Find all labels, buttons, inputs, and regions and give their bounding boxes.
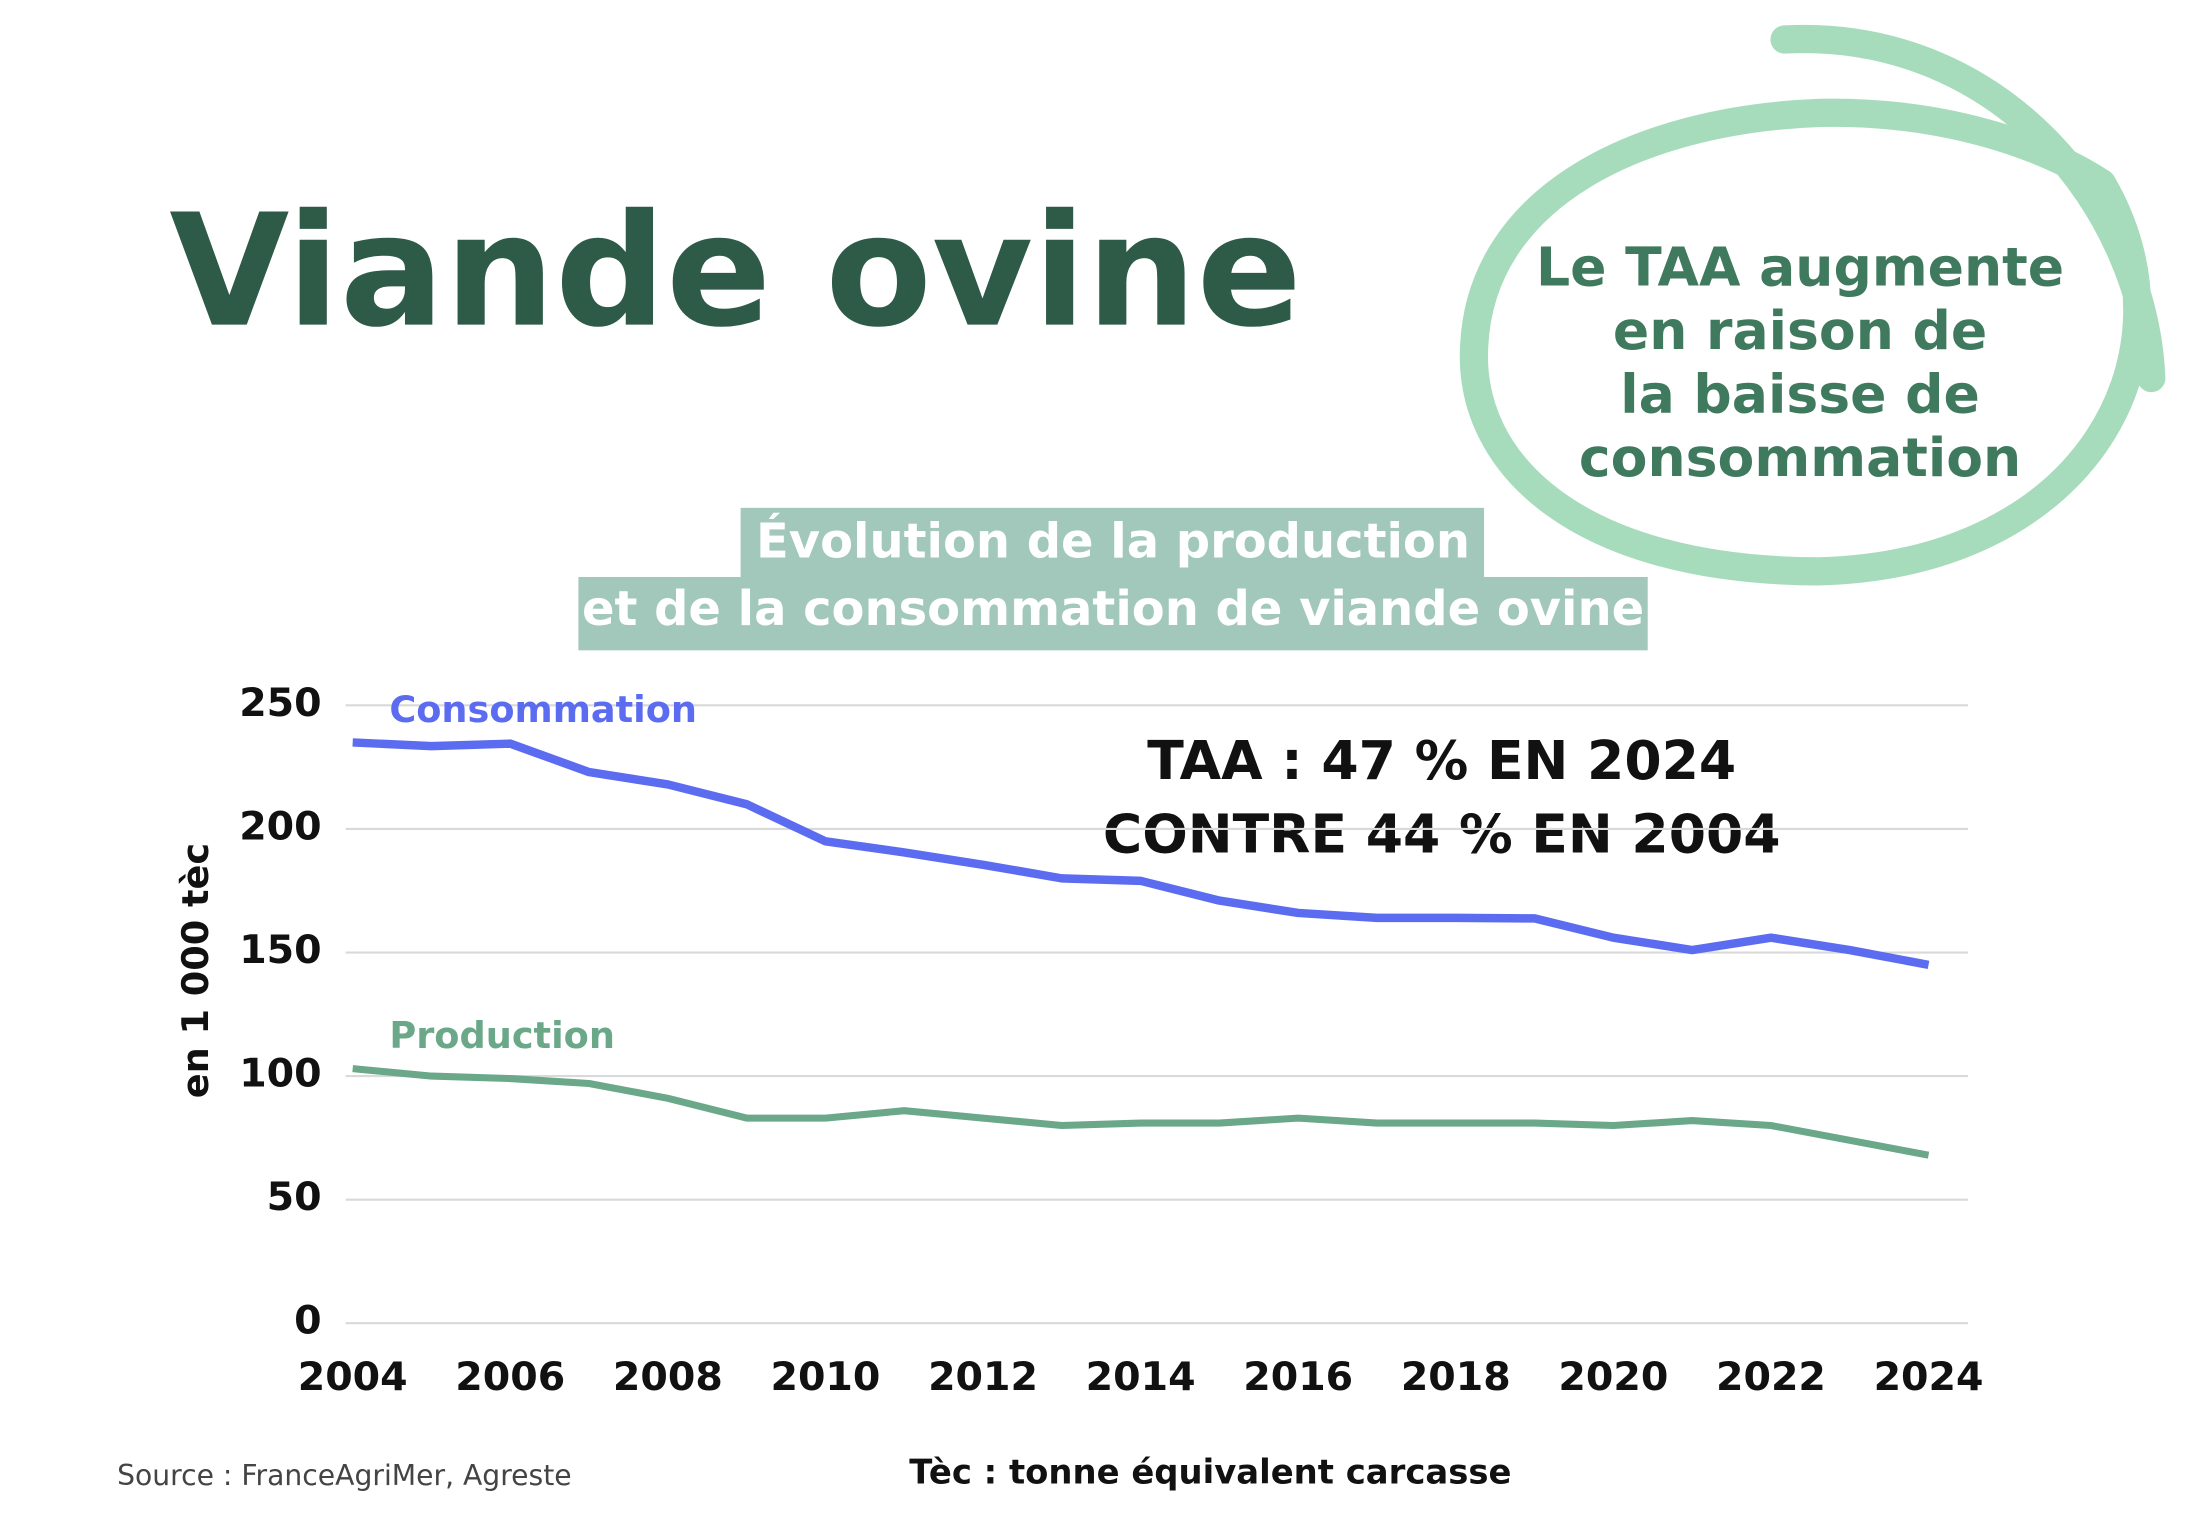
x-tick-label: 2010 — [770, 1354, 880, 1400]
x-tick-label: 2024 — [1874, 1354, 1984, 1400]
callout-text: consommation — [1579, 426, 2021, 489]
source: Source : FranceAgriMer, Agreste — [117, 1459, 572, 1492]
y-tick-label: 150 — [239, 927, 321, 973]
callout-text: la baisse de — [1620, 362, 1980, 425]
x-tick-label: 2022 — [1716, 1354, 1826, 1400]
x-tick-label: 2004 — [298, 1354, 408, 1400]
series-label: Production — [389, 1014, 615, 1057]
chart-title: Évolution de la production — [756, 513, 1470, 570]
x-tick-label: 2006 — [455, 1354, 565, 1400]
annotation: TAA : 47 % EN 2024 — [1147, 729, 1736, 792]
callout-circle — [1459, 24, 2166, 586]
footnote: Tèc : tonne équivalent carcasse — [909, 1453, 1511, 1492]
y-tick-label: 250 — [239, 680, 321, 726]
chart-title: et de la consommation de viande ovine — [582, 581, 1644, 637]
callout-text: en raison de — [1613, 299, 1987, 362]
y-tick-label: 100 — [239, 1051, 321, 1097]
x-tick-label: 2020 — [1558, 1354, 1668, 1400]
callout-text: Le TAA augmente — [1536, 235, 2064, 298]
y-axis-label: en 1 000 tèc — [174, 843, 217, 1098]
y-tick-label: 200 — [239, 803, 321, 849]
x-tick-label: 2018 — [1401, 1354, 1511, 1400]
y-tick-label: 50 — [267, 1174, 322, 1220]
heading: Viande ovine — [169, 181, 1302, 362]
series-line — [352, 1065, 1930, 1159]
x-tick-label: 2016 — [1243, 1354, 1353, 1400]
x-tick-label: 2012 — [928, 1354, 1038, 1400]
series-label: Consommation — [389, 688, 697, 731]
annotation: CONTRE 44 % EN 2004 — [1103, 803, 1781, 866]
y-tick-label: 0 — [294, 1298, 321, 1344]
series-line — [352, 738, 1930, 970]
x-tick-label: 2014 — [1086, 1354, 1196, 1400]
title-bg — [740, 507, 1485, 579]
title-bg — [578, 576, 1648, 651]
x-tick-label: 2008 — [613, 1354, 723, 1400]
